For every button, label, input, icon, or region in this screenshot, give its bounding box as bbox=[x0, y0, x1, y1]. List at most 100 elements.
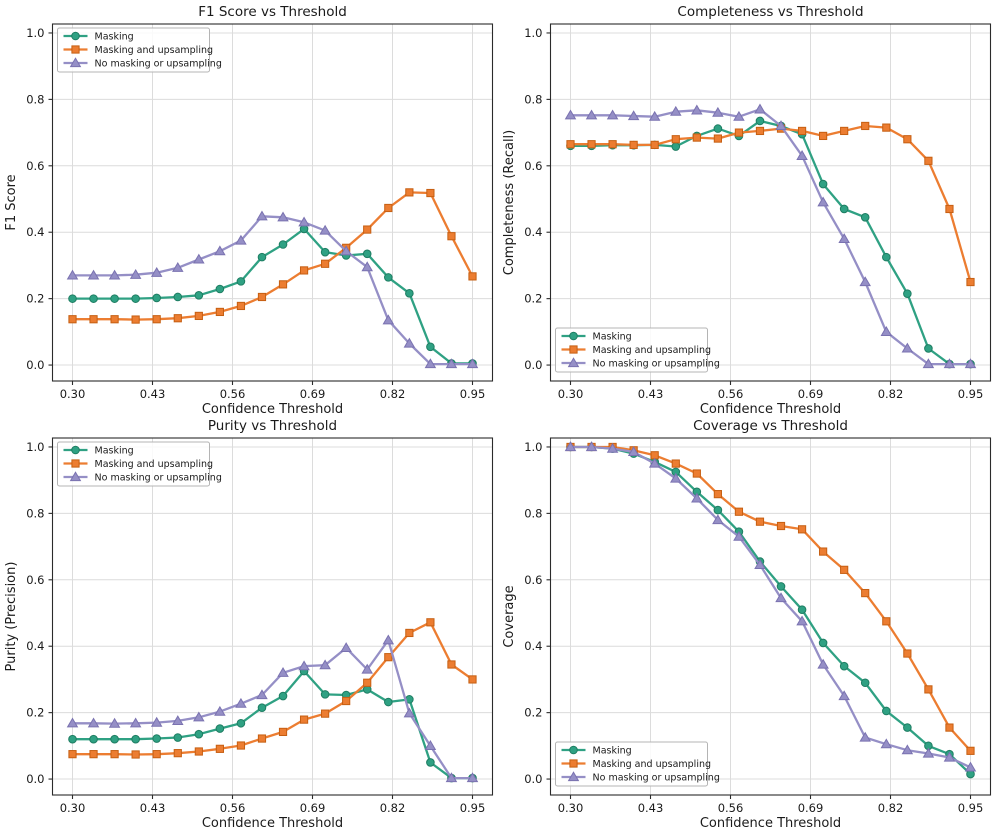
series-marker-triangle bbox=[880, 326, 893, 336]
series-marker-square bbox=[945, 723, 954, 732]
legend: Masking Masking and upsampling No masking … bbox=[57, 27, 222, 73]
series-marker-square bbox=[236, 741, 246, 750]
series-marker-square bbox=[924, 685, 933, 694]
series-marker-triangle bbox=[445, 358, 458, 369]
legend-item: Masking bbox=[561, 332, 632, 343]
series-marker-square bbox=[363, 225, 372, 234]
x-tick-label: 0.43 bbox=[638, 387, 664, 401]
series-marker-circle bbox=[194, 729, 204, 739]
x-tick-label: 0.95 bbox=[460, 387, 486, 401]
series-marker-square bbox=[299, 266, 309, 275]
legend-label: Masking bbox=[593, 746, 632, 757]
series-marker-circle bbox=[257, 252, 267, 262]
series-marker-circle bbox=[278, 240, 288, 249]
series-marker-triangle bbox=[466, 772, 479, 783]
series-marker-triangle bbox=[859, 276, 871, 287]
y-tick-label: 0.8 bbox=[524, 92, 542, 106]
series-marker-square bbox=[173, 314, 182, 323]
series-marker-square bbox=[671, 135, 680, 144]
x-tick-label: 0.69 bbox=[300, 387, 326, 401]
series-marker-circle bbox=[755, 116, 765, 126]
series-marker-square bbox=[924, 156, 933, 165]
series-marker-triangle bbox=[172, 261, 184, 272]
legend-label: Masking bbox=[95, 32, 134, 43]
series-square bbox=[566, 121, 975, 287]
legend-marker-circle bbox=[71, 31, 80, 41]
purity-chart: 0.30 0.43 0.56 0.69 0.82 0.95 0.0 0.2 0.4 0.6 0.8 1… bbox=[0, 414, 498, 828]
series-marker-circle bbox=[236, 718, 246, 728]
series-marker-square bbox=[152, 750, 161, 759]
series-marker-square bbox=[903, 135, 912, 144]
x-tick-label: 0.82 bbox=[380, 801, 406, 815]
axes-spines bbox=[51, 23, 494, 382]
x-tick-label: 0.95 bbox=[460, 801, 486, 815]
y-tick-label: 0.0 bbox=[26, 772, 44, 786]
series-marker-square bbox=[384, 653, 393, 662]
series-marker-circle bbox=[860, 212, 870, 222]
series-triangle bbox=[564, 441, 977, 772]
series-marker-circle bbox=[426, 342, 435, 352]
y-tick-label: 0.4 bbox=[524, 225, 542, 239]
series-marker-circle bbox=[194, 291, 204, 300]
x-tick-label: 0.69 bbox=[798, 387, 824, 401]
series-marker-square bbox=[861, 588, 870, 598]
y-tick-label: 0.2 bbox=[524, 706, 542, 720]
completeness-chart: 0.30 0.43 0.56 0.69 0.82 0.95 0.0 0.2 0.4 0.6 0.8 1… bbox=[498, 0, 996, 414]
series-marker-triangle bbox=[150, 266, 163, 277]
x-tick-label: 0.69 bbox=[798, 801, 824, 815]
series-marker-triangle bbox=[585, 441, 598, 452]
series-marker-triangle bbox=[627, 446, 640, 457]
series-marker-circle bbox=[882, 706, 891, 716]
series-marker-triangle bbox=[648, 110, 661, 121]
legend-item: Masking bbox=[63, 31, 134, 43]
series-marker-circle bbox=[152, 734, 161, 743]
series-square bbox=[566, 442, 975, 755]
y-tick-label: 1.0 bbox=[26, 440, 44, 454]
x-tick-label: 0.95 bbox=[958, 801, 984, 815]
legend-marker-triangle bbox=[69, 57, 82, 68]
x-axis-label: Confidence Threshold bbox=[202, 816, 343, 828]
series-marker-square bbox=[713, 134, 722, 143]
series-marker-circle bbox=[405, 289, 414, 298]
series-marker-square bbox=[257, 292, 267, 302]
series-marker-square bbox=[819, 131, 828, 141]
series-marker-circle bbox=[839, 661, 849, 671]
series-marker-triangle bbox=[564, 441, 577, 452]
series-marker-triangle bbox=[235, 234, 247, 245]
series-marker-triangle bbox=[754, 103, 766, 114]
series-marker-circle bbox=[89, 294, 98, 303]
x-axis-label: Confidence Threshold bbox=[700, 402, 841, 414]
x-tick-label: 0.82 bbox=[878, 801, 904, 815]
series-line bbox=[570, 108, 971, 366]
chart-title: Purity vs Threshold bbox=[208, 418, 337, 434]
series-marker-square bbox=[840, 565, 849, 574]
series-marker-triangle bbox=[214, 245, 226, 256]
series-marker-triangle bbox=[901, 342, 914, 353]
series-marker-triangle bbox=[817, 196, 829, 207]
grid-lines bbox=[550, 438, 991, 795]
series-marker-triangle bbox=[66, 717, 79, 728]
series-triangle bbox=[564, 103, 977, 369]
series-marker-triangle bbox=[838, 690, 850, 701]
legend: Masking Masking and upsampling No masking … bbox=[57, 441, 222, 487]
legend-marker-square bbox=[71, 459, 80, 468]
legend-marker-circle bbox=[71, 445, 80, 455]
x-tick-label: 0.82 bbox=[380, 387, 406, 401]
x-tick-label: 0.43 bbox=[140, 801, 166, 815]
series-marker-square bbox=[882, 123, 891, 132]
series-marker-triangle bbox=[108, 269, 121, 280]
series-marker-square bbox=[861, 121, 870, 131]
legend-box bbox=[555, 327, 708, 373]
y-tick-label: 0.2 bbox=[26, 292, 44, 306]
series-marker-square bbox=[173, 749, 182, 758]
legend-label: No masking or upsampling bbox=[95, 473, 222, 484]
chart-title: Completeness vs Threshold bbox=[677, 4, 863, 20]
series-marker-triangle bbox=[298, 216, 310, 227]
series-marker-square bbox=[650, 140, 659, 149]
chart-panel-completeness: 0.30 0.43 0.56 0.69 0.82 0.95 0.0 0.2 0.4 0.6 0.8 1… bbox=[498, 0, 996, 414]
series-marker-square bbox=[903, 649, 912, 658]
series-marker-circle bbox=[776, 582, 786, 591]
series-marker-circle bbox=[426, 758, 435, 767]
series-marker-square bbox=[629, 140, 638, 149]
